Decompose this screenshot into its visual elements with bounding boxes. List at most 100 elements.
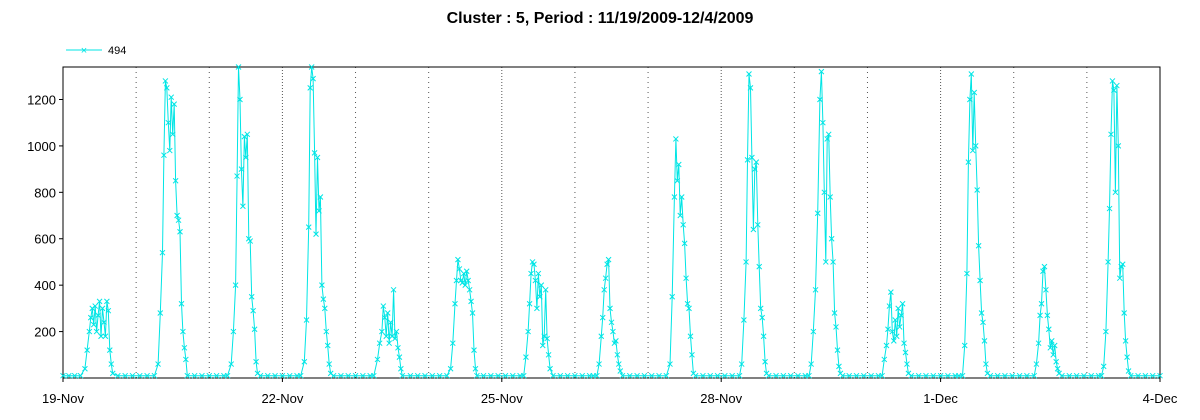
data-point <box>1044 312 1051 319</box>
data-point <box>923 372 929 379</box>
data-point <box>902 349 909 356</box>
data-point <box>687 333 694 340</box>
data-point <box>820 119 826 126</box>
data-point <box>384 310 391 316</box>
data-point <box>596 361 602 367</box>
data-point <box>892 317 899 323</box>
data-point <box>981 338 988 344</box>
data-point <box>885 326 891 333</box>
data-point <box>169 131 176 138</box>
data-point <box>895 305 902 312</box>
data-point <box>656 372 662 379</box>
data-point <box>206 372 213 379</box>
data-point <box>272 372 278 379</box>
data-point <box>1122 338 1129 344</box>
data-point <box>889 328 896 335</box>
data-point <box>1033 361 1040 367</box>
data-point <box>1081 372 1087 379</box>
data-point <box>678 194 685 200</box>
data-point <box>429 372 436 379</box>
data-point <box>92 303 99 309</box>
data-point <box>722 372 728 379</box>
data-point <box>98 333 104 340</box>
data-point <box>1053 358 1060 365</box>
data-point <box>684 300 691 307</box>
data-point <box>787 372 794 379</box>
data-point <box>447 365 454 372</box>
data-point <box>1109 78 1116 84</box>
data-point <box>1045 326 1052 333</box>
data-point <box>1125 368 1132 374</box>
data-point <box>230 328 237 335</box>
data-point <box>449 340 456 347</box>
data-point <box>251 326 258 333</box>
data-point <box>487 372 494 379</box>
data-point <box>235 64 242 70</box>
data-point <box>240 203 246 210</box>
data-point <box>264 372 271 379</box>
data-point <box>395 344 401 351</box>
x-tick-label: 25-Nov <box>481 391 523 406</box>
data-point <box>463 268 470 275</box>
data-point <box>308 64 315 70</box>
data-point <box>1037 312 1043 319</box>
data-point <box>407 372 414 379</box>
data-point <box>247 238 254 244</box>
y-tick-label: 1000 <box>27 139 56 154</box>
data-point <box>765 372 772 379</box>
data-point <box>104 298 110 305</box>
data-point <box>810 328 817 335</box>
data-point <box>1105 259 1111 265</box>
data-point <box>756 263 763 270</box>
data-point <box>174 212 180 219</box>
data-point <box>839 372 846 379</box>
data-point <box>453 277 460 284</box>
data-point <box>896 324 903 330</box>
data-point <box>700 372 706 379</box>
data-point <box>959 372 966 379</box>
data-point <box>396 354 403 360</box>
data-point <box>316 208 322 214</box>
data-point <box>972 143 979 149</box>
data-point <box>610 328 616 335</box>
data-point <box>387 319 394 326</box>
data-point <box>232 282 239 289</box>
data-point <box>1009 372 1016 379</box>
data-point <box>526 300 533 307</box>
data-point <box>605 256 612 263</box>
data-point <box>531 261 537 268</box>
data-point <box>1016 372 1023 379</box>
data-point <box>608 319 615 326</box>
data-point <box>162 78 169 84</box>
data-point <box>455 256 461 263</box>
data-point <box>663 372 670 379</box>
data-point <box>1149 372 1156 379</box>
data-point <box>1119 261 1126 268</box>
data-point <box>641 372 648 379</box>
data-point <box>1051 342 1058 349</box>
data-point <box>528 270 534 277</box>
data-point <box>834 347 841 354</box>
data-point <box>634 372 640 379</box>
data-point <box>495 372 501 379</box>
data-point <box>675 161 682 168</box>
data-point <box>352 372 359 379</box>
data-point <box>157 310 164 316</box>
data-point <box>1050 351 1057 358</box>
y-tick-label: 1200 <box>27 92 56 107</box>
data-point <box>136 372 143 379</box>
data-point <box>471 347 477 354</box>
data-point <box>604 261 610 268</box>
data-point <box>888 289 894 295</box>
data-point <box>1059 372 1065 379</box>
data-point <box>257 372 264 379</box>
data-point <box>155 361 161 367</box>
data-point <box>744 156 751 163</box>
data-point <box>1038 300 1045 307</box>
data-point <box>579 372 586 379</box>
data-point <box>144 372 150 379</box>
data-point <box>106 347 113 354</box>
data-point <box>171 101 178 107</box>
data-point <box>1103 328 1109 335</box>
data-point <box>279 372 286 379</box>
